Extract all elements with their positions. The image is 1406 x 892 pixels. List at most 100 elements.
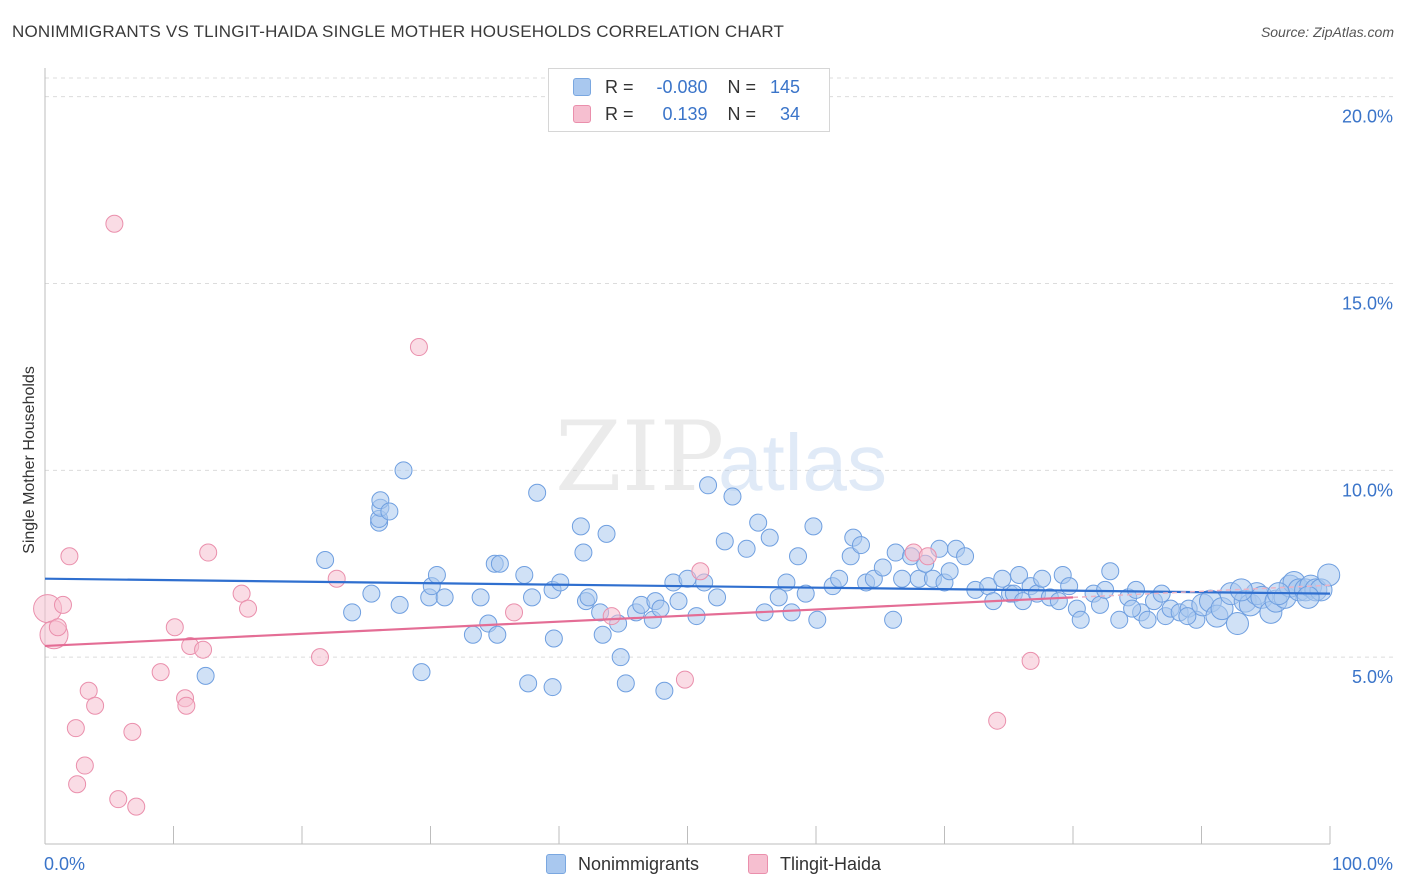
legend-swatch-tlingit-haida [573,105,591,123]
point-nonimmigrants [488,625,507,644]
legend-r-label: R = [605,103,634,124]
point-nonimmigrants [1110,610,1129,629]
point-nonimmigrants [699,476,718,495]
point-nonimmigrants [616,674,635,693]
point-tlingit-haida [127,797,146,816]
x-tick-label: 0.0% [44,854,85,874]
bottom-legend-nonimmigrants: Nonimmigrants [546,852,699,876]
correlation-legend: R = -0.080 N = 145 R = 0.139 N = 34 [548,68,830,132]
point-nonimmigrants [804,517,823,536]
watermark-atlas: atlas [718,418,887,507]
point-nonimmigrants [579,588,598,607]
point-nonimmigrants [715,532,734,551]
y-tick-label: 20.0% [1342,107,1393,127]
point-nonimmigrants [723,487,742,506]
legend-r-label: R = [605,76,634,97]
point-nonimmigrants [543,678,562,697]
source-label: Source: ZipAtlas.com [1260,24,1394,40]
point-nonimmigrants [528,483,547,502]
legend-row-nonimmigrants: R = -0.080 N = 145 [573,76,800,98]
watermark: ZIP atlas [555,401,887,513]
point-tlingit-haida [409,338,428,357]
point-tlingit-haida [105,214,124,233]
point-tlingit-haida [602,607,621,626]
point-tlingit-haida [79,681,98,700]
point-nonimmigrants [789,547,808,566]
point-nonimmigrants [782,603,801,622]
point-tlingit-haida [691,562,710,581]
point-tlingit-haida [239,599,258,618]
trend-line-nonimmigrants [44,577,1331,595]
point-nonimmigrants [841,547,860,566]
point-nonimmigrants [651,599,670,618]
point-tlingit-haida [918,547,937,566]
point-nonimmigrants [519,674,538,693]
bottom-legend-swatch [546,854,566,874]
point-nonimmigrants [1010,565,1029,584]
x-tick-label: 100.0% [1332,854,1393,874]
point-nonimmigrants [544,629,563,648]
trend-lines [44,577,1331,648]
point-nonimmigrants [1071,610,1090,629]
point-tlingit-haida [48,618,67,637]
point-nonimmigrants [1123,599,1142,618]
trend-line-tlingit-haida [44,596,1074,648]
point-nonimmigrants [737,539,756,558]
point-nonimmigrants [380,502,399,521]
point-nonimmigrants [394,461,413,480]
point-nonimmigrants [515,565,534,584]
point-nonimmigrants [669,592,688,611]
point-nonimmigrants [886,543,905,562]
point-nonimmigrants [551,573,570,592]
point-nonimmigrants [412,663,431,682]
point-tlingit-haida [75,756,94,775]
point-nonimmigrants [1049,592,1068,611]
point-nonimmigrants [362,584,381,603]
point-tlingit-haida [165,618,184,637]
point-nonimmigrants [1229,578,1253,602]
axes [44,68,1331,845]
point-tlingit-haida [1021,651,1040,670]
point-tlingit-haida [988,711,1007,730]
point-nonimmigrants [749,513,768,532]
point-tlingit-haida [177,696,196,715]
point-nonimmigrants [1090,595,1109,614]
point-tlingit-haida [66,719,85,738]
point-nonimmigrants [769,588,788,607]
point-nonimmigrants [993,569,1012,588]
point-nonimmigrants [343,603,362,622]
point-nonimmigrants [196,666,215,685]
point-tlingit-haida [109,790,128,809]
legend-r-value: 0.139 [662,103,708,124]
legend-row-tlingit-haida: R = 0.139 N = 34 [573,103,800,125]
point-nonimmigrants [1033,569,1052,588]
y-tick-label: 10.0% [1342,480,1393,500]
point-nonimmigrants [427,565,446,584]
point-nonimmigrants [571,517,590,536]
point-nonimmigrants [523,588,542,607]
point-tlingit-haida [53,595,72,614]
point-tlingit-haida [199,543,218,562]
point-nonimmigrants [830,569,849,588]
point-nonimmigrants [1138,610,1157,629]
point-tlingit-haida [60,547,79,566]
legend-n-label: N = [727,76,757,97]
point-tlingit-haida [327,569,346,588]
point-tlingit-haida [151,663,170,682]
point-nonimmigrants [1126,580,1145,599]
chart-title: NONIMMIGRANTS VS TLINGIT-HAIDA SINGLE MO… [12,22,785,41]
point-nonimmigrants [655,681,674,700]
point-tlingit-haida [194,640,213,659]
point-nonimmigrants [796,584,815,603]
legend-n-value: 145 [769,76,801,97]
point-nonimmigrants [463,625,482,644]
point-nonimmigrants [611,648,630,667]
legend-n-value: 34 [780,103,801,124]
point-nonimmigrants [760,528,779,547]
point-nonimmigrants [851,536,870,555]
point-nonimmigrants [1225,612,1249,636]
point-nonimmigrants [1317,563,1341,587]
y-tick-label: 5.0% [1352,667,1393,687]
bottom-legend-label: Tlingit-Haida [780,853,882,874]
